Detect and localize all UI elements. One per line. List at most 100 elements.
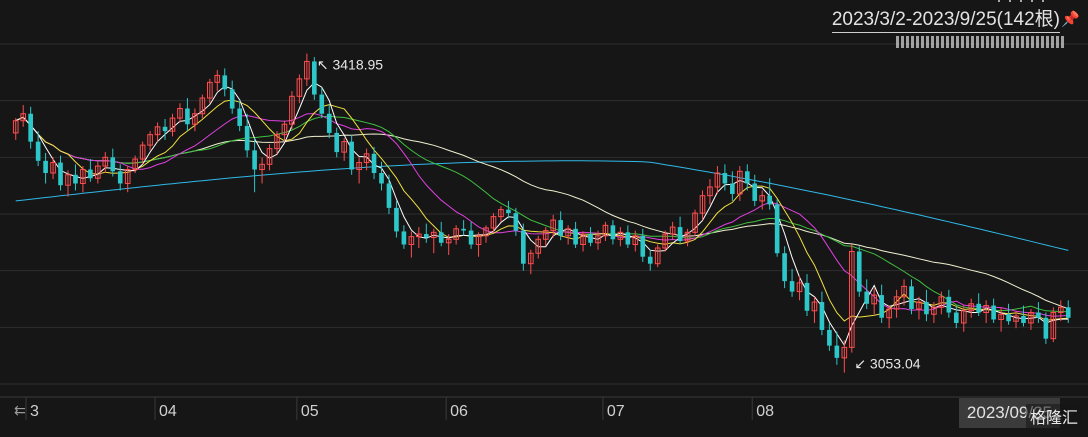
candle-body [782,253,787,282]
candle [946,289,952,318]
candle-body [475,235,482,246]
candle [296,74,303,104]
candle [154,122,161,142]
candle [976,293,982,316]
scroll-left-icon[interactable]: ⇇ [14,402,26,418]
range-scroller-handle[interactable] [896,36,1064,48]
candle-body [177,108,183,119]
candle-body [827,329,832,346]
candle [139,141,146,165]
candle [752,174,758,207]
candle [304,53,310,86]
candle-body [744,171,750,184]
candle-body [595,235,601,244]
pin-icon[interactable]: 📌 [1061,11,1080,28]
candle-body [886,308,892,319]
candle-body [192,113,198,125]
candle [744,164,750,191]
candle [827,322,832,351]
candle [222,68,228,97]
candle-body [50,162,56,174]
candle [662,230,668,252]
candle-body [237,108,242,126]
candle-body [445,238,452,244]
candle-body [946,296,952,313]
candle [401,225,407,249]
candle-body [438,232,444,243]
candle-body [513,213,519,231]
candle [461,220,466,236]
candle-body [588,234,593,243]
candle [416,227,422,248]
candle [707,179,713,205]
candle-body [222,75,228,90]
candle [1013,310,1019,329]
candle-body [684,231,691,242]
candle [677,216,683,245]
x-tick-label: 06 [450,403,468,420]
candle-body [1036,312,1041,318]
candle [782,246,787,289]
candle [684,228,691,247]
candle [266,144,273,171]
candle-body [677,227,683,242]
candle [789,268,795,297]
candle [1057,300,1064,322]
candle-body [401,231,407,245]
low-price-label: ↙ 3053.04 [854,356,920,372]
candle-body [229,89,235,109]
candle [88,159,93,182]
candle [602,221,609,242]
candle-body [394,207,399,232]
candle-body [1021,316,1026,323]
candle [879,284,884,323]
candle [558,211,563,241]
candle-body [506,209,511,214]
candle [1021,305,1026,327]
candle-body [714,172,721,188]
candle-body [296,78,303,97]
candle-body [28,113,33,142]
candle-body [386,183,392,208]
candle [1065,300,1071,323]
candle [132,155,138,174]
candle-body [1057,306,1064,314]
candle [588,227,593,247]
candle-body [80,169,86,184]
candle-body [88,169,93,179]
candle [1028,309,1034,330]
candlestick-series [12,53,1071,373]
candle [110,148,116,177]
candle [379,161,384,191]
candle-body [759,195,766,202]
candle [506,200,511,219]
candle [737,166,743,201]
candle [998,307,1004,332]
ma20-line [15,113,1069,317]
candle-body [132,158,138,171]
candle [856,246,862,297]
candle-body [371,153,377,174]
candle [647,249,653,271]
candle [386,174,392,214]
candle [438,221,444,247]
candle-body [304,60,310,80]
ma120-line [15,160,1069,251]
candle-body [535,238,542,254]
candle [819,291,825,336]
candle-body [169,117,176,132]
candle-body [640,235,646,257]
candle-body [804,282,810,311]
candle-body [968,303,975,312]
candle [28,106,33,149]
candle-body [1028,312,1034,324]
candle-body [453,228,459,240]
candle [960,305,967,332]
candle-body [207,81,213,99]
candle-body [139,144,146,160]
date-range-label[interactable]: 2023/3/2-2023/9/25(142根) [831,8,1060,33]
candle [513,207,519,236]
candle-body [468,230,474,245]
candle [580,231,586,252]
